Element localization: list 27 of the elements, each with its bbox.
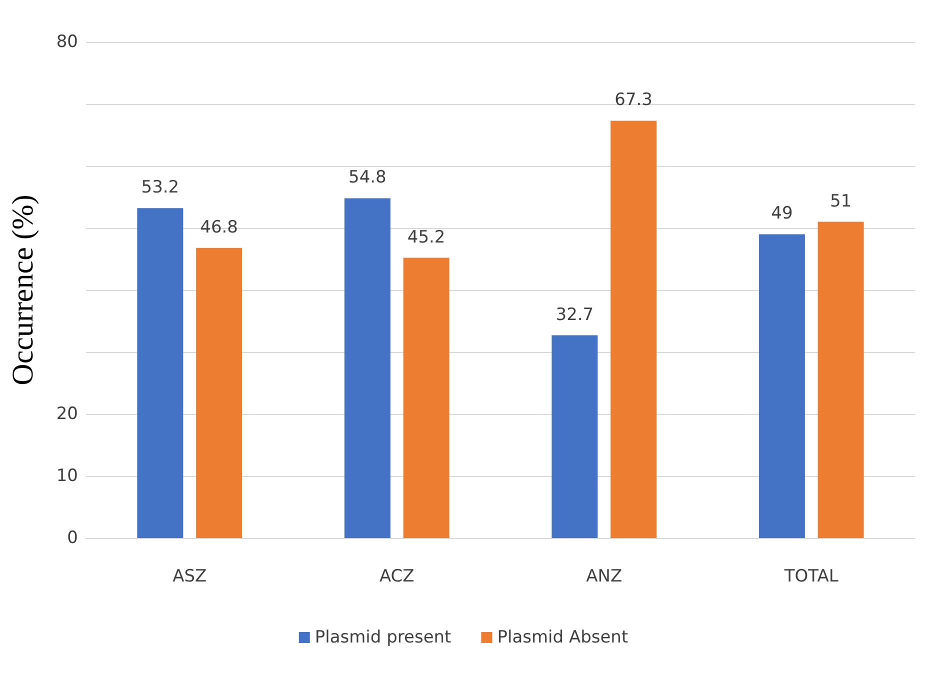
x-tick-label: ACZ xyxy=(379,566,414,586)
x-tick-label: ANZ xyxy=(586,566,622,586)
legend-label: Plasmid present xyxy=(314,628,452,648)
data-label: 51 xyxy=(830,191,852,212)
x-tick-label: ASZ xyxy=(172,566,207,586)
y-tick-label: 0 xyxy=(67,528,78,548)
x-tick-label: TOTAL xyxy=(783,566,839,586)
bar xyxy=(344,198,390,538)
data-label: 67.3 xyxy=(614,90,652,110)
bar xyxy=(196,248,242,538)
bar xyxy=(137,208,184,538)
bar xyxy=(552,335,598,538)
data-label: 46.8 xyxy=(200,217,238,238)
data-label: 49 xyxy=(771,204,793,224)
bar xyxy=(818,222,864,538)
y-axis-title: Occurrence (%) xyxy=(6,194,40,386)
y-tick-label: 20 xyxy=(56,404,78,424)
y-tick-label: 80 xyxy=(56,32,78,52)
bar xyxy=(403,258,450,538)
data-label: 54.8 xyxy=(348,168,386,188)
y-tick-label: 10 xyxy=(56,466,78,486)
legend-label: Plasmid Absent xyxy=(497,628,628,648)
bar xyxy=(758,234,805,538)
data-label: 45.2 xyxy=(407,227,446,248)
data-label: 53.2 xyxy=(141,178,180,198)
data-label: 32.7 xyxy=(556,304,594,325)
bar xyxy=(610,120,657,538)
